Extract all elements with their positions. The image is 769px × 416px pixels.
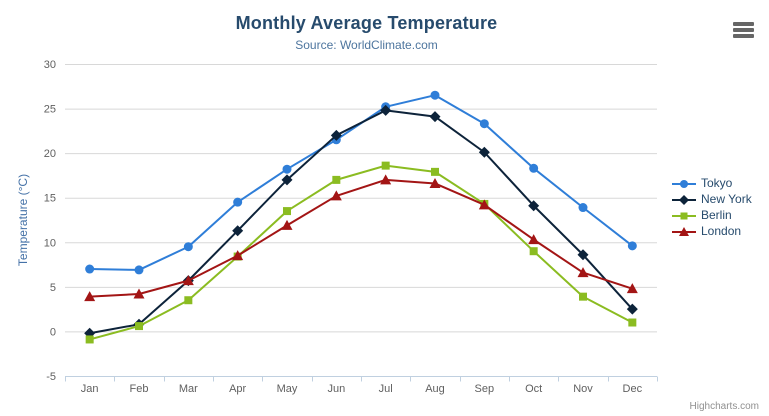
- x-axis-tick-label: May: [277, 383, 298, 395]
- diamond-marker[interactable]: [528, 200, 540, 212]
- square-marker[interactable]: [85, 335, 94, 344]
- square-marker[interactable]: [135, 322, 143, 331]
- square-marker[interactable]: [431, 167, 439, 176]
- x-axis-tick-label: Oct: [525, 383, 542, 395]
- legend-label: New York: [701, 192, 752, 206]
- series-london: [84, 174, 638, 302]
- circle-marker[interactable]: [430, 90, 440, 100]
- circle-marker[interactable]: [529, 163, 539, 173]
- legend-item-berlin[interactable]: Berlin: [672, 209, 752, 222]
- circle-marker[interactable]: [479, 119, 489, 129]
- diamond-marker[interactable]: [429, 111, 441, 123]
- y-axis-tick-label: 25: [44, 104, 56, 116]
- x-axis-tick-label: Jul: [379, 383, 393, 395]
- diamond-marker[interactable]: [577, 249, 589, 261]
- series-new-york: [84, 104, 638, 339]
- y-axis-tick-label: 20: [44, 148, 56, 160]
- x-axis: Jan Feb Mar Apr May Jun Jul Aug Sep Oct Nov Dec: [65, 376, 658, 395]
- triangle-marker[interactable]: [380, 174, 392, 185]
- series-tokyo: [85, 90, 637, 275]
- x-axis-tick-label: Jun: [327, 383, 345, 395]
- diamond-legend-icon: [672, 194, 696, 205]
- triangle-marker[interactable]: [84, 291, 96, 302]
- x-axis-tick-label: Mar: [179, 383, 198, 395]
- series-line-tokyo: [88, 94, 634, 271]
- circle-marker[interactable]: [183, 242, 193, 252]
- legend: Tokyo New York Berlin London: [672, 177, 752, 238]
- series-line-london: [88, 178, 634, 298]
- series-line-berlin: [88, 164, 634, 341]
- x-axis-tick-label: Jan: [81, 383, 99, 395]
- circle-marker[interactable]: [680, 179, 688, 188]
- legend-label: Berlin: [701, 208, 732, 222]
- square-marker[interactable]: [529, 247, 538, 256]
- triangle-marker[interactable]: [577, 267, 589, 278]
- legend-item-london[interactable]: London: [672, 225, 752, 238]
- circle-marker[interactable]: [627, 241, 637, 251]
- y-axis-tick-label: 15: [44, 193, 56, 205]
- circle-marker[interactable]: [85, 264, 95, 274]
- legend-label: Tokyo: [701, 176, 733, 190]
- triangle-marker[interactable]: [528, 234, 540, 245]
- diamond-marker[interactable]: [679, 194, 689, 205]
- square-marker[interactable]: [184, 296, 193, 305]
- x-axis-tick-label: Nov: [573, 383, 593, 395]
- triangle-marker[interactable]: [330, 190, 342, 201]
- y-axis-tick-label: 10: [44, 237, 56, 249]
- diamond-marker[interactable]: [330, 129, 342, 141]
- triangle-marker[interactable]: [478, 199, 490, 210]
- square-marker[interactable]: [283, 207, 291, 216]
- circle-marker[interactable]: [134, 265, 144, 275]
- context-menu-button[interactable]: [731, 20, 757, 40]
- x-axis-tick-label: Feb: [130, 383, 149, 395]
- circle-legend-icon: [672, 179, 696, 188]
- triangle-marker[interactable]: [679, 226, 689, 236]
- triangle-marker[interactable]: [232, 250, 244, 261]
- triangle-marker[interactable]: [281, 219, 293, 230]
- y-axis-tick-label: 5: [50, 282, 56, 294]
- diamond-marker[interactable]: [380, 104, 392, 116]
- x-axis-tick-label: Dec: [623, 383, 643, 395]
- square-marker[interactable]: [579, 292, 587, 301]
- circle-marker[interactable]: [578, 203, 588, 213]
- square-legend-icon: [672, 212, 696, 219]
- circle-marker[interactable]: [233, 197, 243, 207]
- legend-item-tokyo[interactable]: Tokyo: [672, 177, 752, 190]
- legend-item-new-york[interactable]: New York: [672, 193, 752, 206]
- triangle-marker[interactable]: [429, 177, 441, 188]
- triangle-marker[interactable]: [626, 283, 638, 294]
- x-axis-tick-label: Sep: [475, 383, 495, 395]
- series-line-new-york: [88, 109, 634, 335]
- triangle-legend-icon: [672, 226, 696, 236]
- y-axis-tick-label: 0: [50, 326, 56, 338]
- chart-title: Monthly Average Temperature: [235, 13, 498, 33]
- legend-label: London: [701, 224, 742, 238]
- diamond-marker[interactable]: [232, 225, 244, 237]
- square-marker[interactable]: [680, 212, 688, 219]
- y-axis-tick-label: -5: [46, 371, 56, 383]
- square-marker[interactable]: [332, 175, 341, 184]
- diamond-marker[interactable]: [478, 146, 490, 158]
- y-axis-title: Temperature (°C): [16, 174, 30, 266]
- triangle-marker[interactable]: [133, 288, 145, 299]
- credits-link[interactable]: Highcharts.com: [689, 401, 759, 412]
- circle-marker[interactable]: [282, 164, 292, 174]
- diamond-marker[interactable]: [281, 174, 293, 186]
- chart-subtitle: Source: WorldClimate.com: [295, 38, 438, 52]
- x-axis-tick-label: Aug: [425, 383, 445, 395]
- square-marker[interactable]: [628, 318, 637, 327]
- y-axis-tick-label: 30: [44, 59, 56, 71]
- triangle-marker[interactable]: [182, 275, 194, 286]
- hamburger-icon: [733, 22, 754, 26]
- square-marker[interactable]: [381, 161, 390, 170]
- gridlines: -5 0 5 10 15 20 25 30: [44, 59, 657, 383]
- x-axis-tick-label: Apr: [229, 383, 246, 395]
- diamond-marker[interactable]: [626, 303, 638, 315]
